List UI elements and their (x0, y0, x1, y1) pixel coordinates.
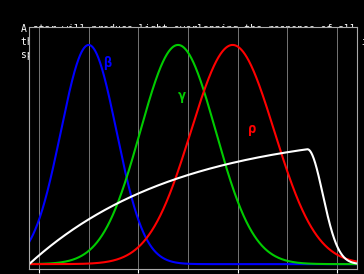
Text: A star will produce light overlapping the response of all
three cones.  The colo: A star will produce light overlapping th… (21, 24, 364, 60)
Text: ρ: ρ (248, 122, 256, 136)
Text: β: β (104, 56, 112, 70)
Text: γ: γ (178, 89, 186, 103)
